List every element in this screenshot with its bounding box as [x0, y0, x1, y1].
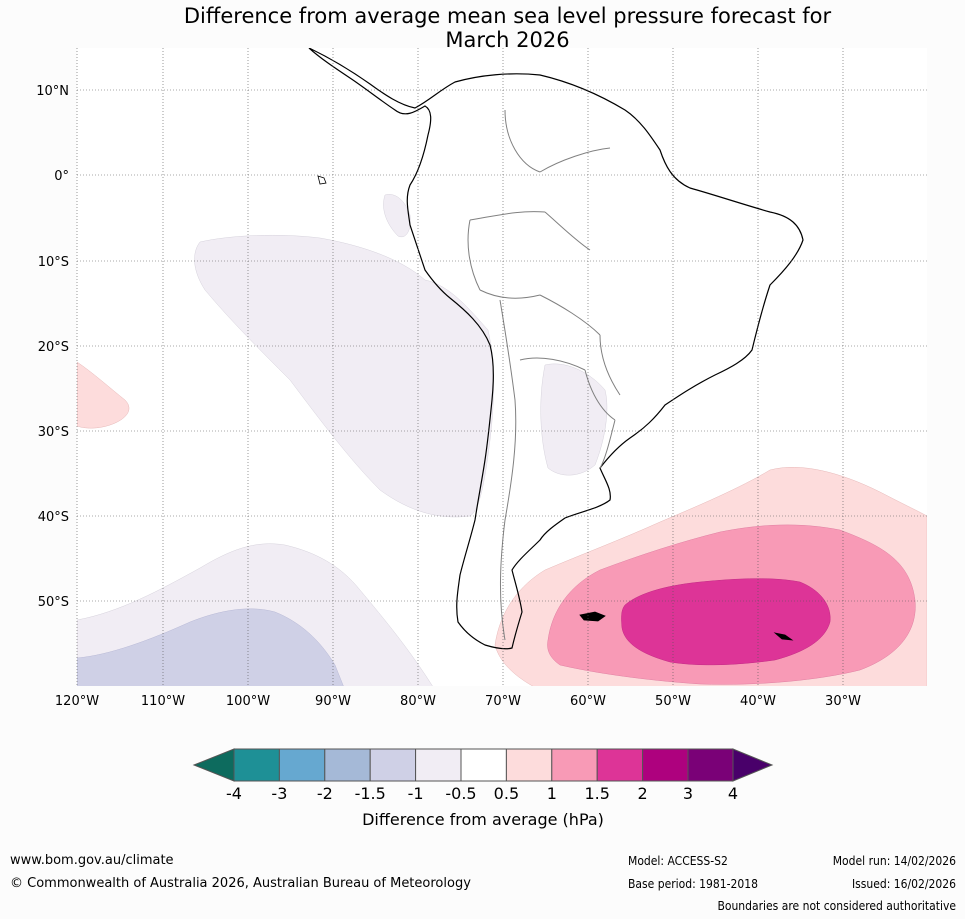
- title-line-1: Difference from average mean sea level p…: [183, 4, 832, 28]
- base-period-text: Base period: 1981-2018: [628, 877, 759, 891]
- colorbar-tick-label: 2: [638, 784, 648, 803]
- colorbar-tick-label: -3: [271, 784, 287, 803]
- colorbar-tick-label: -4: [226, 784, 242, 803]
- colorbar-tick-label: 4: [728, 784, 738, 803]
- colorbar-segment-7: [505, 748, 553, 782]
- lon-label-80W: 80°W: [400, 694, 436, 709]
- colorbar-tick-label: 3: [683, 784, 693, 803]
- anomaly-negative-half-coast: [383, 194, 411, 238]
- model-run-text: Model run: 14/02/2026: [832, 854, 956, 868]
- colorbar-segment-8: [551, 748, 598, 782]
- south-america-coastline: [308, 48, 804, 650]
- lon-label-50W: 50°W: [655, 694, 691, 709]
- colorbar-tick-label: 1: [547, 784, 557, 803]
- colorbar-tick-label: -0.5: [445, 784, 476, 803]
- colorbar-tick-label: -1: [408, 784, 424, 803]
- map-title: Difference from average mean sea level p…: [0, 4, 965, 52]
- colorbar: -4 -3 -2 -1.5 -1 -0.5 0.5 1 1.5 2 3 4 Di…: [192, 748, 774, 829]
- colorbar-segment-10: [642, 748, 689, 782]
- lon-label-110W: 110°W: [141, 694, 185, 709]
- lon-label-40W: 40°W: [740, 694, 776, 709]
- colorbar-segment-5: [415, 748, 462, 782]
- colorbar-tick-label: -1.5: [355, 784, 386, 803]
- colorbar-tick-label: 1.5: [584, 784, 609, 803]
- gridlines: [76, 48, 927, 686]
- south-georgia-island: [773, 632, 794, 641]
- lat-label-0: 0°: [54, 169, 69, 184]
- website-link[interactable]: www.bom.gov.au/climate: [10, 853, 174, 868]
- lon-label-30W: 30°W: [825, 694, 861, 709]
- lat-label-40S: 40°S: [38, 510, 69, 525]
- colorbar-tick-label: 0.5: [494, 784, 519, 803]
- colorbar-segment-6: [460, 748, 507, 782]
- colorbar-label: Difference from average (hPa): [362, 810, 604, 829]
- colorbar-segment-9: [596, 748, 644, 782]
- galapagos-islands: [317, 175, 327, 185]
- issued-text: Issued: 16/02/2026: [851, 877, 956, 891]
- lat-label-50S: 50°S: [38, 595, 69, 610]
- lat-label-30S: 30°S: [38, 425, 69, 440]
- colorbar-segment-11: [687, 748, 734, 782]
- anomaly-positive-one-half-south-atlantic: [621, 578, 831, 666]
- colorbar-tick-label: -2: [317, 784, 333, 803]
- lon-label-70W: 70°W: [485, 694, 521, 709]
- lat-label-10N: 10°N: [36, 84, 69, 99]
- lon-label-90W: 90°W: [315, 694, 351, 709]
- colorbar-segment-2: [278, 748, 326, 782]
- colorbar-high-extension: [732, 748, 774, 782]
- country-borders: [467, 109, 621, 641]
- copyright-text: © Commonwealth of Australia 2026, Austra…: [10, 876, 471, 891]
- colorbar-low-extension: [192, 748, 235, 782]
- anomaly-negative-half-inland: [540, 363, 608, 476]
- model-text: Model: ACCESS-S2: [628, 854, 728, 868]
- lon-label-100W: 100°W: [226, 694, 270, 709]
- colorbar-segment-1: [233, 748, 280, 782]
- anomaly-positive-half-west: [77, 361, 130, 429]
- anomaly-negative-half-pacific: [194, 235, 494, 518]
- falkland-islands: [579, 611, 606, 622]
- colorbar-segment-4: [369, 748, 417, 782]
- lon-label-60W: 60°W: [570, 694, 606, 709]
- lat-label-10S: 10°S: [38, 255, 69, 270]
- lon-label-120W: 120°W: [55, 694, 99, 709]
- anomaly-negative-one-south: [77, 608, 344, 686]
- lat-label-20S: 20°S: [38, 340, 69, 355]
- colorbar-segment-3: [324, 748, 371, 782]
- disclaimer-text: Boundaries are not considered authoritat…: [717, 899, 956, 913]
